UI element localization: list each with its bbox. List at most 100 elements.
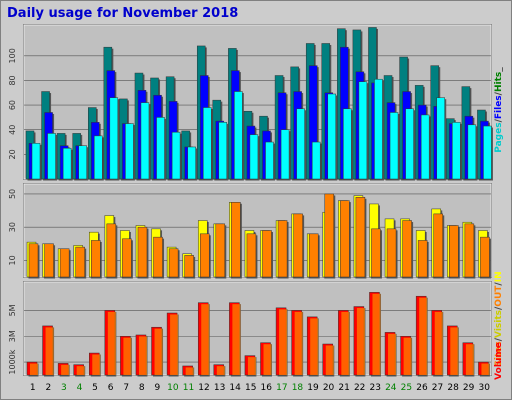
kbin-bar [434, 311, 443, 375]
legend-entry: / [494, 91, 504, 95]
sites-bar [262, 230, 273, 279]
pages-bar [109, 97, 120, 181]
kbin-bar [310, 318, 319, 375]
bar-face [405, 108, 414, 180]
x-tick-label: 10 [167, 383, 179, 393]
sites-bar [402, 220, 414, 279]
bar-face [246, 233, 257, 278]
sites-bar [293, 213, 305, 279]
bar-face [449, 225, 459, 278]
bar-face [171, 131, 181, 180]
bar-face [296, 108, 305, 180]
pages-bar [296, 108, 307, 181]
sites-bar [480, 236, 491, 279]
sites-bar [91, 240, 102, 279]
bar-face [62, 147, 72, 180]
x-tick-label: 8 [139, 383, 145, 393]
legend-entry: Pages [494, 122, 504, 152]
kbin-bar [481, 363, 490, 375]
pages-bar [327, 93, 338, 181]
bar-face [44, 243, 54, 278]
pages-bar [140, 102, 151, 181]
pages-bar [389, 112, 400, 181]
kbin-bar [341, 311, 350, 375]
kbin-bar [356, 308, 365, 375]
sites-bar [449, 225, 460, 279]
bar-face [280, 129, 290, 180]
sites-bar [59, 248, 71, 279]
kbin-bar [263, 344, 272, 375]
kbin-bar [201, 304, 210, 375]
sites-bar [324, 193, 336, 279]
y-tick-label: 3M [8, 330, 17, 342]
y-tick-label: 1000k [8, 349, 17, 374]
pages-bar [78, 145, 89, 181]
bar-face [340, 200, 350, 278]
bar-face [184, 255, 194, 278]
bar-face [324, 193, 335, 278]
pages-bar [358, 81, 369, 181]
bar-face [215, 223, 226, 278]
x-tick-label: 1 [30, 383, 36, 393]
sites-bar [122, 238, 133, 279]
pages-bar [125, 123, 135, 181]
kbin-bar [372, 293, 381, 375]
bar-face [265, 141, 274, 180]
kbin-bar [170, 314, 179, 375]
x-tick-label: 11 [183, 383, 194, 393]
legend-entry: / [494, 118, 504, 122]
x-tick-label: 9 [154, 383, 160, 393]
sites-bar [168, 248, 180, 279]
x-tick-label: 30 [478, 383, 490, 393]
kbin-bar [61, 364, 70, 375]
sites-bar [106, 223, 118, 279]
x-tick-label: 3 [61, 383, 67, 393]
pages-bar [47, 133, 58, 181]
bar-face [47, 133, 56, 180]
bar-face [91, 240, 101, 278]
x-tick-label: 26 [416, 383, 428, 393]
bar-face [371, 228, 381, 278]
y-tick-label: 60 [8, 100, 17, 110]
panel-3 [23, 281, 492, 376]
bar-face [234, 91, 243, 180]
legend-hits-files-pages-text: Pages/Files/Hits_ [494, 67, 504, 153]
bar-face [327, 93, 337, 180]
sites-bar [417, 240, 429, 279]
kbin-bar [123, 337, 132, 375]
bar-face [168, 248, 179, 278]
pages-bar [343, 108, 353, 181]
x-tick-label: 28 [447, 383, 459, 393]
x-tick-label: 13 [214, 383, 225, 393]
legend-entry: Hits [494, 72, 504, 92]
kbin-bar [247, 357, 256, 375]
x-tick-label: 27 [432, 383, 443, 393]
kbin-bar [76, 366, 85, 375]
x-tick-label: 5 [92, 383, 98, 393]
sites-bar [184, 255, 196, 279]
pages-bar [265, 141, 275, 181]
bar-face [218, 122, 228, 180]
bar-face [402, 220, 412, 278]
kbin-bar [185, 367, 194, 375]
bar-face [137, 226, 148, 278]
pages-bar [156, 117, 167, 181]
bar-face [249, 134, 259, 180]
y-tick-label: 30 [8, 222, 17, 232]
bar-face [386, 228, 397, 278]
pages-bar [467, 124, 478, 181]
sites-bar [371, 228, 382, 279]
x-tick-label: 14 [229, 383, 241, 393]
bar-face [231, 202, 241, 278]
x-tick-label: 23 [370, 383, 381, 393]
pages-bar [452, 122, 462, 181]
pages-bar [171, 131, 182, 181]
sites-bar [340, 200, 351, 279]
x-tick-label: 19 [307, 383, 319, 393]
bar-face [156, 117, 165, 180]
y-tick-label: 50 [8, 189, 17, 199]
pages-bar [405, 108, 416, 181]
legend-entry: _ [494, 67, 504, 72]
kbin-bar [450, 327, 459, 375]
